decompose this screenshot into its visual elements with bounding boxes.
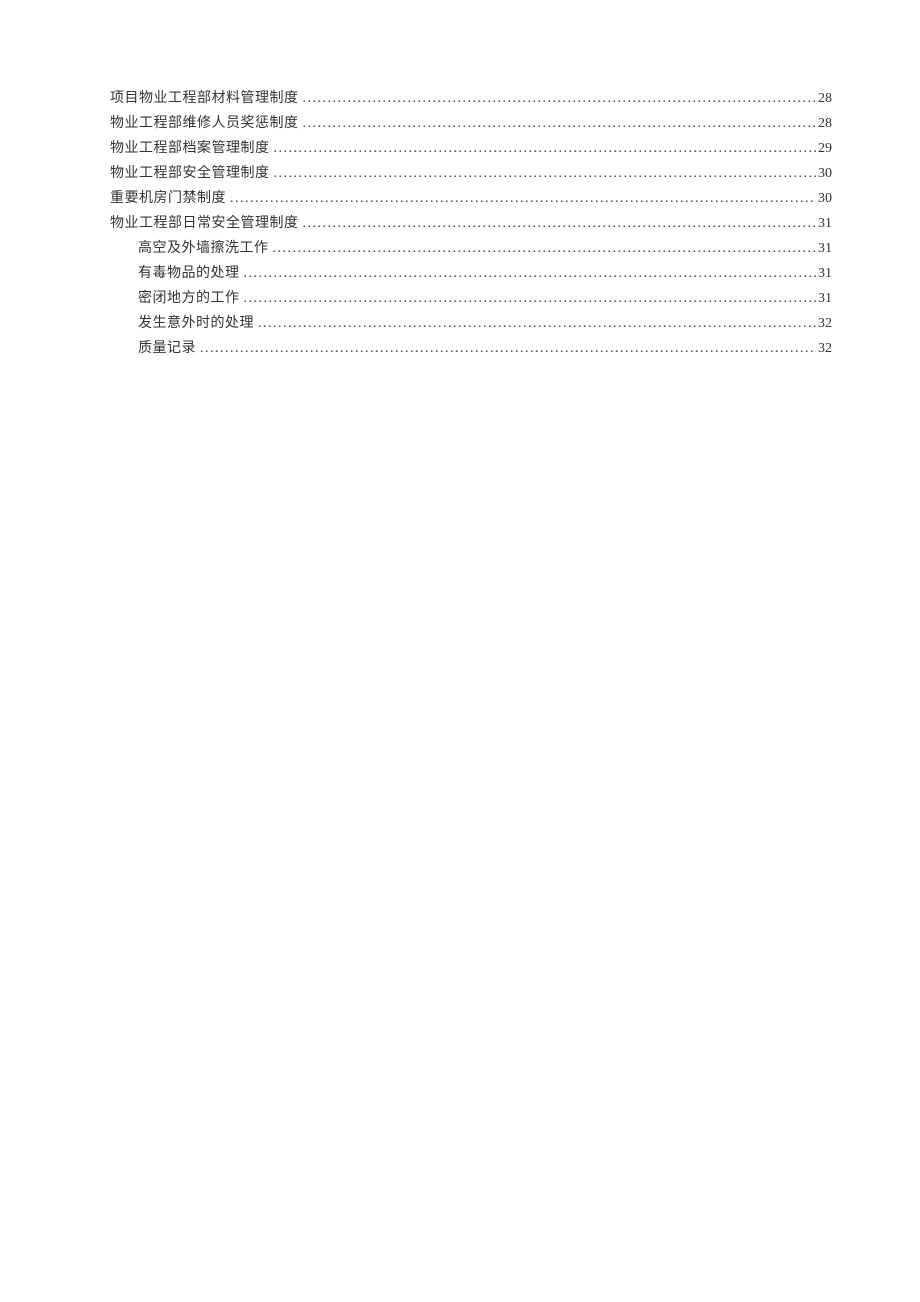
- toc-entry-page: 32: [818, 311, 832, 336]
- toc-entry: 质量记录 32: [110, 336, 832, 361]
- toc-entry: 物业工程部安全管理制度 30: [110, 161, 832, 186]
- toc-entry-page: 29: [818, 136, 832, 161]
- toc-entry-title: 项目物业工程部材料管理制度: [110, 86, 299, 111]
- table-of-contents: 项目物业工程部材料管理制度 28 物业工程部维修人员奖惩制度 28 物业工程部档…: [110, 86, 832, 361]
- toc-entry: 项目物业工程部材料管理制度 28: [110, 86, 832, 111]
- toc-leader-dots: [274, 161, 817, 186]
- toc-entry: 发生意外时的处理 32: [110, 311, 832, 336]
- toc-entry-title: 物业工程部档案管理制度: [110, 136, 270, 161]
- toc-leader-dots: [200, 336, 816, 361]
- toc-leader-dots: [244, 261, 817, 286]
- toc-entry: 物业工程部维修人员奖惩制度 28: [110, 111, 832, 136]
- toc-entry-page: 31: [818, 286, 832, 311]
- toc-entry-title: 密闭地方的工作: [138, 286, 240, 311]
- toc-leader-dots: [303, 211, 817, 236]
- toc-leader-dots: [274, 136, 817, 161]
- toc-entry-title: 有毒物品的处理: [138, 261, 240, 286]
- toc-leader-dots: [303, 111, 817, 136]
- toc-entry-title: 高空及外墙擦洗工作: [138, 236, 269, 261]
- toc-entry: 高空及外墙擦洗工作 31: [110, 236, 832, 261]
- toc-leader-dots: [258, 311, 816, 336]
- toc-entry-page: 28: [818, 111, 832, 136]
- toc-entry-title: 物业工程部安全管理制度: [110, 161, 270, 186]
- toc-entry-title: 质量记录: [138, 336, 196, 361]
- toc-entry-page: 30: [818, 186, 832, 211]
- toc-entry-title: 发生意外时的处理: [138, 311, 254, 336]
- toc-leader-dots: [230, 186, 816, 211]
- toc-entry: 密闭地方的工作 31: [110, 286, 832, 311]
- toc-entry-title: 物业工程部日常安全管理制度: [110, 211, 299, 236]
- toc-entry-page: 31: [818, 236, 832, 261]
- toc-leader-dots: [273, 236, 817, 261]
- toc-entry-title: 重要机房门禁制度: [110, 186, 226, 211]
- toc-entry-page: 31: [818, 211, 832, 236]
- toc-entry: 有毒物品的处理 31: [110, 261, 832, 286]
- toc-entry-page: 31: [818, 261, 832, 286]
- toc-entry-page: 32: [818, 336, 832, 361]
- toc-leader-dots: [244, 286, 817, 311]
- toc-entry: 重要机房门禁制度 30: [110, 186, 832, 211]
- toc-entry-title: 物业工程部维修人员奖惩制度: [110, 111, 299, 136]
- toc-entry: 物业工程部档案管理制度 29: [110, 136, 832, 161]
- toc-entry: 物业工程部日常安全管理制度 31: [110, 211, 832, 236]
- toc-entry-page: 30: [818, 161, 832, 186]
- toc-entry-page: 28: [818, 86, 832, 111]
- toc-leader-dots: [303, 86, 817, 111]
